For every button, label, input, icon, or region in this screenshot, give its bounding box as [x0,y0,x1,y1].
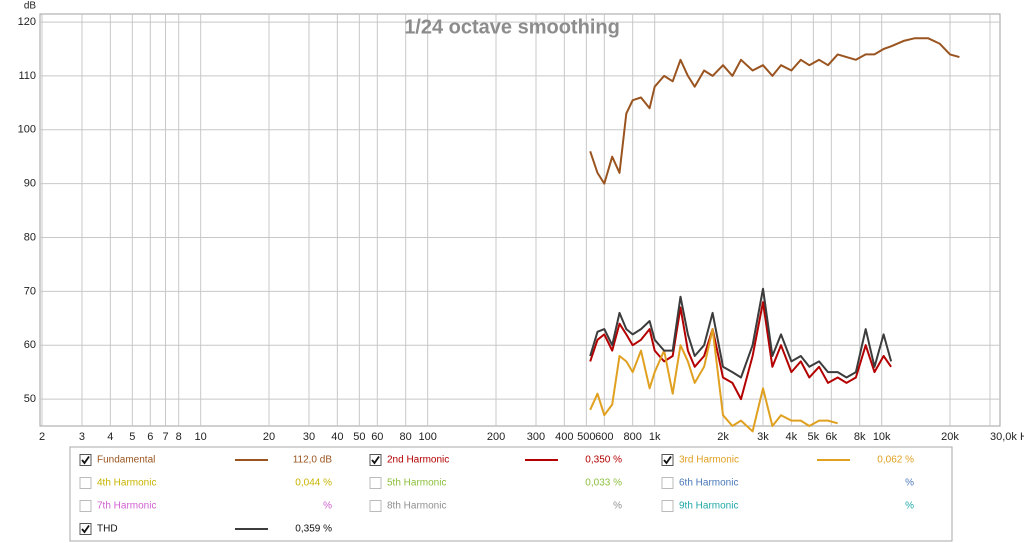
legend-readout: % [613,501,622,512]
y-axis-label: dB [24,1,37,12]
legend-checkbox[interactable] [79,477,92,489]
x-tick-label: 30,0k Hz [990,431,1024,443]
legend-checkbox[interactable] [661,477,674,489]
x-tick-label: 50 [353,431,365,443]
x-tick-label: 8k [854,431,866,443]
x-tick-label: 8 [176,431,182,443]
x-tick-label: 60 [371,431,383,443]
y-tick-label: 50 [24,393,36,405]
x-tick-label: 3 [79,431,85,443]
x-tick-label: 800 [624,431,642,443]
x-tick-label: 400 [555,431,573,443]
x-tick-label: 3k [757,431,769,443]
legend-checkmark [81,524,90,534]
x-tick-label: 4 [107,431,113,443]
x-tick-label: 5 [129,431,135,443]
x-tick-label: 300 [527,431,545,443]
legend-readout: 0,350 % [585,455,622,466]
legend-label: 7th Harmonic [97,501,156,512]
x-tick-label: 5k [808,431,820,443]
x-tick-label: 7 [162,431,168,443]
legend-readout: 0,033 % [585,478,622,489]
legend-readout: 0,359 % [295,524,332,535]
legend-label: 3rd Harmonic [679,455,739,466]
x-tick-label: 4k [786,431,798,443]
legend-label: 2nd Harmonic [387,455,449,466]
y-tick-label: 80 [24,231,36,243]
legend-checkmark [371,455,380,465]
legend-box [69,446,953,542]
y-tick-label: 90 [24,178,36,190]
legend-label: 5th Harmonic [387,478,446,489]
y-tick-label: 100 [18,124,36,136]
legend-label: 9th Harmonic [679,501,738,512]
x-tick-label: 6k [826,431,838,443]
legend-label: Fundamental [97,455,155,466]
series-line [589,328,838,433]
y-tick-label: 120 [18,16,36,28]
x-tick-label: 200 [487,431,505,443]
x-tick-label: 2 [39,431,45,443]
legend-label: 8th Harmonic [387,501,446,512]
legend-readout: % [905,478,914,489]
x-tick-label: 600 [595,431,613,443]
legend-checkmark [663,455,672,465]
series-line [589,37,960,185]
plot-frame [39,13,1001,427]
grid [40,14,1000,426]
x-tick-label: 30 [303,431,315,443]
x-tick-label: 40 [331,431,343,443]
legend-readout: 112,0 dB [293,455,333,466]
legend-label: THD [97,524,118,535]
x-tick-label: 10k [873,431,891,443]
legend-readout: % [905,501,914,512]
x-tick-label: 10 [195,431,207,443]
chart-title: 1/24 octave smoothing [404,16,620,38]
y-tick-label: 110 [18,70,36,82]
y-tick-label: 70 [24,285,36,297]
legend-label: 6th Harmonic [679,478,738,489]
legend-readout: 0,044 % [295,478,332,489]
series-line [589,287,893,379]
legend-checkbox[interactable] [661,500,674,512]
legend-checkbox[interactable] [369,500,382,512]
x-tick-label: 100 [418,431,436,443]
x-tick-label: 20 [263,431,275,443]
legend-readout: % [323,501,332,512]
x-tick-label: 1k [649,431,661,443]
y-tick-label: 60 [24,339,36,351]
legend-checkbox[interactable] [369,477,382,489]
x-tick-label: 6 [147,431,153,443]
x-tick-label: 20k [941,431,959,443]
x-tick-label: 2k [717,431,729,443]
legend-readout: 0,062 % [877,455,914,466]
x-tick-label: 80 [400,431,412,443]
x-tick-label: 500 [577,431,595,443]
series-line [589,301,892,401]
legend-label: 4th Harmonic [97,478,156,489]
legend-checkmark [81,455,90,465]
legend-checkbox[interactable] [79,500,92,512]
